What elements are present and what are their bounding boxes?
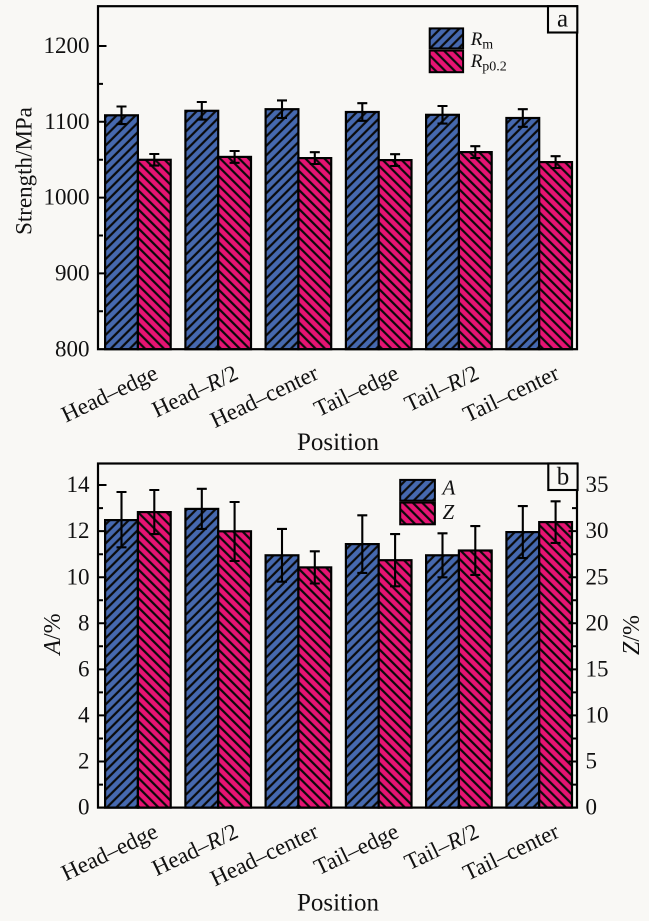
svg-text:800: 800 xyxy=(55,336,90,361)
svg-text:30: 30 xyxy=(586,518,609,543)
svg-text:35: 35 xyxy=(586,472,609,497)
svg-text:20: 20 xyxy=(586,610,609,635)
svg-text:a: a xyxy=(557,6,568,33)
svg-text:8: 8 xyxy=(78,610,90,635)
svg-text:Position: Position xyxy=(297,890,379,917)
svg-text:2: 2 xyxy=(78,749,90,774)
svg-text:1200: 1200 xyxy=(44,33,90,58)
svg-text:Z/%: Z/% xyxy=(619,615,645,655)
svg-text:5: 5 xyxy=(586,749,598,774)
svg-text:900: 900 xyxy=(55,261,90,286)
svg-text:Z: Z xyxy=(443,500,455,524)
svg-text:Position: Position xyxy=(297,429,379,456)
svg-text:Rm: Rm xyxy=(470,29,494,53)
svg-text:Strength/MPa: Strength/MPa xyxy=(12,107,37,235)
svg-text:4: 4 xyxy=(78,703,90,728)
svg-text:12: 12 xyxy=(67,518,90,543)
svg-text:1000: 1000 xyxy=(44,185,90,210)
svg-text:10: 10 xyxy=(67,564,90,589)
svg-text:6: 6 xyxy=(78,657,90,682)
svg-text:25: 25 xyxy=(586,564,609,589)
svg-text:Rp0.2: Rp0.2 xyxy=(470,51,507,75)
svg-text:10: 10 xyxy=(586,703,609,728)
svg-text:1100: 1100 xyxy=(44,109,89,134)
svg-text:15: 15 xyxy=(586,657,609,682)
svg-text:b: b xyxy=(557,464,570,491)
svg-text:A: A xyxy=(441,476,456,500)
svg-text:A/%: A/% xyxy=(40,613,66,656)
svg-text:0: 0 xyxy=(586,795,598,820)
svg-text:14: 14 xyxy=(67,472,91,497)
svg-text:0: 0 xyxy=(78,795,90,820)
